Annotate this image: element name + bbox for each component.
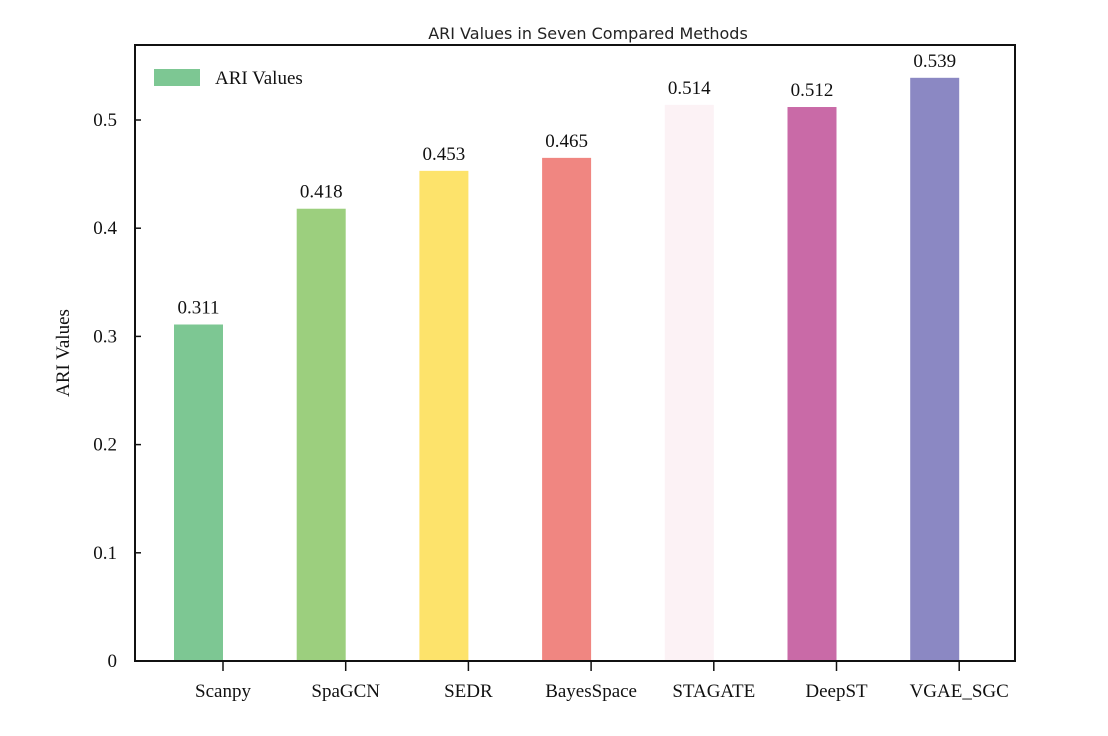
data-label: 0.514 <box>668 78 711 99</box>
x-tick-label: BayesSpace <box>545 681 637 702</box>
bar-bayesspace <box>542 157 592 661</box>
y-tick-label: 0.4 <box>93 218 117 239</box>
legend-swatch <box>154 69 200 86</box>
x-tick-label: DeepST <box>805 681 868 702</box>
data-label: 0.418 <box>300 182 343 203</box>
data-label: 0.311 <box>177 297 219 318</box>
y-tick-label: 0.1 <box>93 543 117 564</box>
x-tick-label: STAGATE <box>672 681 755 702</box>
data-label: 0.465 <box>545 131 588 152</box>
x-tick-label: SEDR <box>444 681 493 702</box>
chart-title: ARI Values in Seven Compared Methods <box>428 24 748 43</box>
bar-scanpy <box>174 324 223 661</box>
bar-vgae_sgc <box>910 77 960 661</box>
y-tick-label: 0.5 <box>93 110 117 131</box>
bar-deepst <box>787 107 837 662</box>
legend-label: ARI Values <box>215 68 303 89</box>
bar-sedr <box>419 170 469 661</box>
x-tick-label: Scanpy <box>195 681 251 702</box>
data-label: 0.539 <box>913 51 956 72</box>
data-label: 0.512 <box>791 80 834 101</box>
plot-frame <box>134 44 1016 662</box>
x-tick-label: VGAE_SGC <box>910 681 1009 702</box>
legend: ARI Values <box>154 68 303 89</box>
y-tick-label: 0.3 <box>93 326 117 347</box>
bar-spagcn <box>296 208 346 661</box>
y-tick-label: 0 <box>108 651 118 672</box>
y-axis-label: ARI Values <box>53 309 74 397</box>
bar-stagate <box>664 104 714 662</box>
data-label: 0.453 <box>423 144 466 165</box>
y-tick-label: 0.2 <box>93 435 117 456</box>
x-tick-label: SpaGCN <box>311 681 380 702</box>
